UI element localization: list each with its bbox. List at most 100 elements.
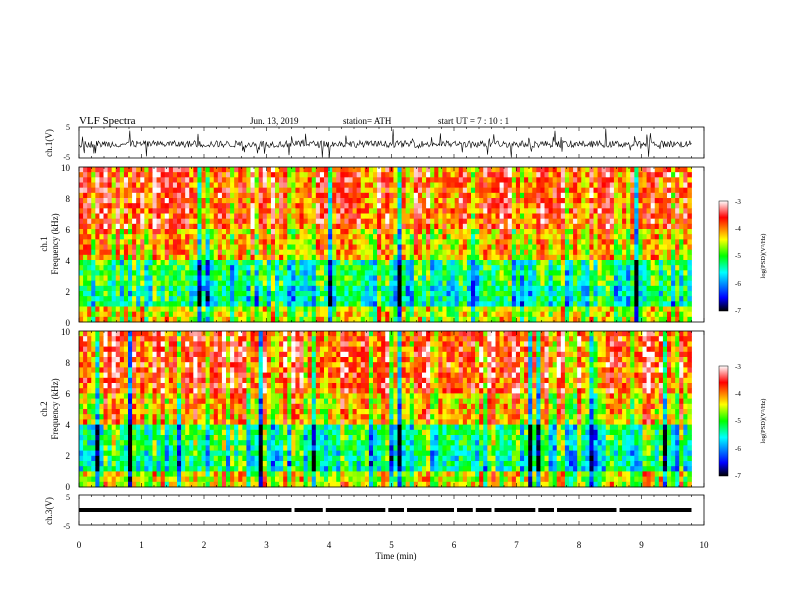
ch1-spectrogram-cell [495, 280, 500, 287]
ch1-spectrogram-cell [332, 301, 337, 307]
ch1-spectrogram-cell [91, 254, 96, 261]
ch1-spectrogram-cell [254, 172, 260, 178]
ch1-spectrogram-cell [136, 198, 141, 204]
ch1-spectrogram-cell [234, 285, 239, 292]
ch1-spectrogram-cell [295, 223, 300, 230]
ch1-spectrogram-cell [254, 260, 260, 266]
ch2-spectrogram-cell [381, 336, 386, 342]
ch1-spectrogram-cell [683, 249, 688, 256]
ch1-spectrogram-cell [205, 285, 211, 292]
ch1-spectrogram-cell [548, 187, 554, 194]
ch1-spectrogram-cell [401, 270, 407, 276]
ch1-spectrogram-cell [164, 213, 170, 220]
ch1-spectrogram-cell [487, 311, 492, 318]
ch1-spectrogram-cell [144, 213, 149, 220]
ch1-spectrogram-cell [671, 192, 676, 199]
ch1-spectrogram-cell [405, 177, 411, 183]
ch1-spectrogram-cell [515, 254, 521, 261]
ch1-spectrogram-cell [132, 260, 137, 266]
ch1-spectrogram-cell [564, 223, 570, 230]
ch1-spectrogram-cell [597, 203, 603, 209]
ch1-spectrogram-cell [287, 316, 292, 323]
ch1-spectrogram-cell [123, 285, 129, 292]
ch1-spectrogram-cell [507, 239, 513, 245]
ch1-spectrogram-cell [658, 280, 664, 287]
ch1-spectrogram-cell [144, 275, 149, 282]
ch1-spectrogram-cell [466, 229, 472, 235]
ch1-spectrogram-cell [360, 296, 366, 302]
ch1-spectrogram-cell [160, 198, 166, 204]
ch1-spectrogram-cell [532, 270, 537, 276]
ch1-spectrogram-cell [634, 249, 639, 256]
ch1-spectrogram-cell [250, 260, 255, 266]
ch1-spectrogram-cell [577, 260, 582, 266]
ch1-spectrogram-cell [328, 234, 333, 240]
ch1-spectrogram-cell [193, 260, 198, 266]
ch1-spectrogram-cell [213, 208, 219, 214]
ch1-spectrogram-cell [548, 167, 554, 173]
ch1-spectrogram-cell [164, 249, 170, 256]
ch1-spectrogram-cell [638, 280, 643, 287]
ch1-spectrogram-cell [609, 239, 615, 245]
ch2-spectrogram-cell [368, 331, 374, 337]
ch1-spectrogram-cell [197, 192, 202, 199]
ch1-spectrogram-cell [160, 285, 166, 292]
ch1-spectrogram-cell [201, 229, 206, 235]
ch1-spectrogram-cell [577, 208, 582, 214]
ch1-spectrogram-cell [581, 254, 586, 261]
ch1-spectrogram-cell [324, 316, 329, 323]
ch1-spectrogram-cell [683, 198, 688, 204]
ch2-spectrogram-cell [340, 341, 345, 347]
ch1-spectrogram-cell [266, 311, 272, 318]
ch1-spectrogram-cell [164, 311, 170, 318]
ch1-spectrogram-cell [91, 167, 96, 173]
ch2-spectrogram-cell [385, 336, 390, 342]
ch1-spectrogram-cell [344, 296, 349, 302]
ch1-spectrogram-cell [266, 172, 272, 178]
ch1-spectrogram-image [79, 167, 692, 323]
ch1-spectrogram-cell [569, 260, 574, 266]
ch1-spectrogram-cell [532, 223, 537, 230]
ch2-spectrogram-cell [507, 341, 513, 347]
ch1-spectrogram-cell [356, 285, 362, 292]
ch1-spectrogram-cell [573, 249, 578, 256]
ch1-spectrogram-cell [675, 198, 680, 204]
ch1-spectrogram-cell [107, 172, 113, 178]
ch1-spectrogram-cell [520, 182, 525, 189]
ch1-spectrogram-cell [393, 254, 398, 261]
ch1-spectrogram-cell [295, 244, 300, 251]
ch1-spectrogram-cell [609, 306, 615, 313]
ch1-spectrogram-cell [83, 301, 88, 307]
ch2-spectrogram-cell [413, 341, 419, 347]
ch1-spectrogram-cell [136, 291, 141, 297]
ch1-spectrogram-cell [397, 223, 402, 230]
ch1-spectrogram-cell [275, 275, 280, 282]
ch1-spectrogram-cell [197, 285, 202, 292]
ch1-spectrogram-cell [144, 285, 149, 292]
ch1-spectrogram-cell [662, 218, 668, 225]
ch1-spectrogram-cell [630, 306, 635, 313]
ch2-spectrogram-cell [336, 336, 341, 342]
ch1-spectrogram-cell [438, 213, 443, 220]
ch1-spectrogram-cell [270, 244, 276, 251]
ch1-spectrogram-cell [205, 244, 211, 251]
ch1-spectrogram-cell [479, 249, 484, 256]
ch1-spectrogram-cell [336, 172, 341, 178]
ch1-spectrogram-cell [654, 223, 660, 230]
ch1-spectrogram-cell [95, 254, 100, 261]
ch1-spectrogram-cell [646, 229, 652, 235]
ch1-spectrogram-cell [340, 280, 345, 287]
ch1-spectrogram-cell [499, 270, 505, 276]
ch1-spectrogram-cell [426, 234, 431, 240]
ch1-spectrogram-cell [536, 265, 541, 271]
ch1-spectrogram-cell [83, 208, 88, 214]
ch2-spectrogram-cell [140, 346, 145, 353]
ch1-spectrogram-cell [515, 311, 521, 318]
ch1-spectrogram-cell [671, 182, 676, 189]
ch1-spectrogram-cell [368, 275, 374, 282]
ch2-spectrogram-cell [373, 331, 378, 337]
ch1-spectrogram-cell [140, 218, 145, 225]
ch1-spectrogram-cell [413, 265, 419, 271]
ch2-spectrogram-cell [356, 331, 362, 337]
ch1-spectrogram-cell [168, 291, 174, 297]
